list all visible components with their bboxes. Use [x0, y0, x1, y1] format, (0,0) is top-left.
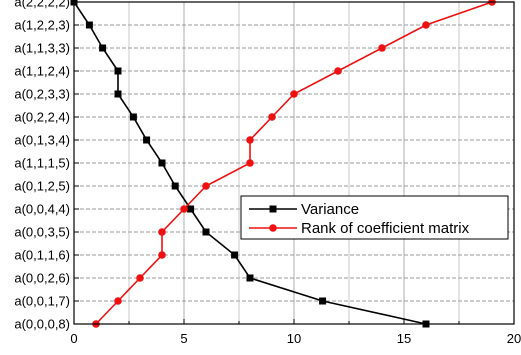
data-point — [334, 67, 342, 75]
axes: a(0,0,0,8) a(0,0,1,7) a(0,0,2,6) a(0,1,1,6)… — [14, 0, 521, 346]
data-point — [171, 182, 179, 190]
data-point — [422, 21, 430, 29]
y-tick-label: a(1,1,3,3) — [14, 41, 70, 56]
data-point — [378, 44, 386, 52]
data-point — [136, 274, 144, 282]
series-1 — [92, 0, 496, 328]
y-tick-label: a(0,2,3,3) — [14, 87, 70, 102]
data-point — [488, 0, 496, 6]
data-point — [158, 159, 166, 167]
y-tick-label: a(0,1,2,5) — [14, 179, 70, 194]
data-point — [114, 297, 122, 305]
legend: Variance Rank of coefficient matrix — [240, 195, 509, 240]
data-point — [246, 136, 254, 144]
y-tick-label: a(0,0,3,5) — [14, 225, 70, 240]
data-point — [246, 274, 254, 282]
legend-item: Rank of coefficient matrix — [249, 220, 470, 237]
y-tick-label: a(0,1,3,4) — [14, 133, 70, 148]
data-point — [231, 251, 239, 259]
series-0 — [70, 0, 430, 328]
data-point — [85, 21, 93, 29]
x-tick-label: 10 — [287, 331, 301, 346]
data-point — [180, 205, 188, 213]
data-point — [114, 90, 122, 98]
data-point — [129, 113, 137, 121]
y-tick-label: a(1,1,2,4) — [14, 64, 70, 79]
data-point — [99, 44, 107, 52]
data-point — [202, 228, 210, 236]
x-tick-label: 5 — [180, 331, 187, 346]
grid — [74, 2, 514, 324]
legend-box — [240, 195, 509, 240]
data-point — [143, 136, 151, 144]
y-tick-label: a(2,2,2,2) — [14, 0, 70, 10]
data-point — [319, 297, 327, 305]
y-tick-label: a(0,0,0,8) — [14, 317, 70, 332]
legend-marker — [269, 224, 277, 232]
data-point — [246, 159, 254, 167]
y-tick-label: a(0,0,2,6) — [14, 271, 70, 286]
series-layer — [70, 0, 496, 328]
y-tick-label: a(0,1,1,6) — [14, 248, 70, 263]
legend-label: Variance — [301, 201, 359, 218]
x-tick-label: 0 — [70, 331, 77, 346]
data-point — [202, 182, 210, 190]
y-tick-label: a(0,0,1,7) — [14, 294, 70, 309]
y-tick-label: a(1,2,2,3) — [14, 18, 70, 33]
data-point — [268, 113, 276, 121]
data-point — [290, 90, 298, 98]
data-point — [114, 67, 122, 75]
y-tick-label: a(1,1,1,5) — [14, 156, 70, 171]
y-tick-label: a(0,2,2,4) — [14, 110, 70, 125]
data-point — [158, 251, 166, 259]
x-tick-label: 15 — [397, 331, 411, 346]
x-tick-label: 20 — [507, 331, 521, 346]
y-tick-label: a(0,0,4,4) — [14, 202, 70, 217]
legend-label: Rank of coefficient matrix — [301, 220, 470, 237]
data-point — [187, 205, 195, 213]
legend-marker — [269, 205, 277, 213]
data-point — [158, 228, 166, 236]
legend-item: Variance — [249, 201, 359, 218]
